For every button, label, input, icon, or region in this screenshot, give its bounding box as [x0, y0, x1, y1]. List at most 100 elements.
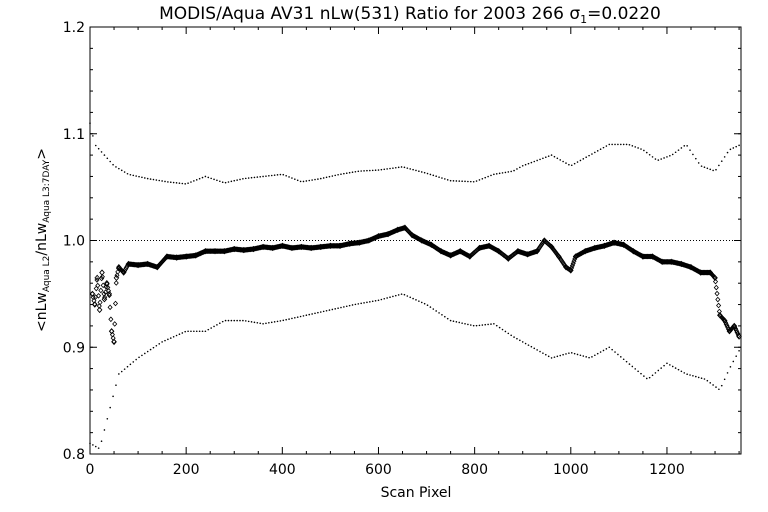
lower-dotted-dot — [250, 321, 253, 323]
lower-dotted-dot — [92, 444, 94, 446]
data-point — [202, 247, 209, 255]
data-point-diamond — [713, 284, 719, 291]
lower-dotted-dot — [247, 320, 250, 323]
upper-dotted-dot — [611, 143, 613, 146]
lower-dotted-dot — [599, 351, 602, 353]
upper-dotted-dot — [340, 173, 342, 175]
upper-dotted-dot — [291, 177, 293, 179]
upper-dotted-dot — [337, 173, 339, 176]
lower-dotted-dot — [651, 374, 654, 377]
lower-dotted-dot — [648, 376, 651, 379]
upper-dotted-dot — [299, 180, 302, 183]
lower-dotted-dot — [190, 330, 192, 333]
upper-dotted-dot — [302, 180, 305, 183]
upper-dotted-dot — [729, 148, 732, 151]
upper-dotted-dot — [216, 179, 218, 182]
lower-dotted-dot — [617, 353, 619, 356]
data-point — [476, 244, 483, 252]
lower-dotted-dot — [729, 366, 732, 368]
lower-dotted-dot — [645, 377, 648, 380]
lower-dotted-dot — [334, 308, 337, 310]
lower-dotted-dot — [397, 294, 400, 296]
lower-dotted-dot — [383, 297, 386, 300]
lower-dotted-dot — [351, 304, 354, 306]
upper-dotted-dot — [100, 151, 103, 153]
upper-dotted-dot — [588, 154, 590, 157]
upper-dotted-dot — [328, 175, 331, 178]
upper-dotted-dot — [224, 181, 227, 184]
data-point — [555, 253, 562, 260]
upper-dotted-dot — [371, 169, 374, 172]
lower-dotted-dot — [426, 304, 429, 306]
lower-dotted-dot — [657, 369, 660, 372]
lower-dotted-dot — [720, 384, 723, 387]
data-point — [192, 252, 199, 259]
upper-dotted-dot — [167, 181, 169, 183]
data-point — [183, 253, 189, 260]
upper-dotted-dot — [599, 148, 602, 151]
lower-dotted-dot — [579, 354, 582, 357]
upper-dotted-dot — [268, 175, 270, 177]
data-point — [94, 274, 101, 282]
data-point — [250, 245, 257, 253]
lower-dotted-dot — [167, 338, 169, 341]
upper-dotted-dot — [501, 172, 504, 174]
data-point — [515, 247, 521, 255]
upper-dotted-dot — [288, 176, 290, 178]
upper-dotted-dot — [507, 171, 510, 173]
data-point — [649, 253, 656, 260]
data-point — [731, 322, 738, 330]
lower-dotted-dot — [178, 333, 181, 336]
lower-dotted-dot — [536, 349, 538, 351]
lower-dotted-dot — [262, 322, 264, 325]
data-point — [486, 242, 492, 250]
lower-dotted-dot — [530, 345, 533, 348]
upper-dotted-dot — [686, 145, 688, 147]
lower-dotted-dot — [660, 367, 662, 369]
lower-dotted-dot — [89, 442, 91, 445]
upper-dotted-dot — [715, 168, 717, 171]
data-point-diamond — [103, 284, 109, 290]
upper-dotted-dot — [530, 161, 533, 164]
lower-dotted-dot — [288, 318, 290, 320]
lower-dotted-dot — [706, 379, 709, 382]
upper-dotted-dot — [403, 166, 406, 169]
lower-dotted-dot — [461, 322, 463, 324]
lower-dotted-dot — [394, 294, 397, 297]
upper-dotted-dot — [317, 178, 319, 180]
data-point-diamond — [569, 262, 575, 269]
data-point-diamond — [108, 316, 114, 323]
data-point — [308, 244, 314, 252]
lower-dotted-dot — [187, 330, 189, 333]
lower-dotted-dot — [611, 348, 613, 351]
upper-dotted-dot — [227, 181, 230, 183]
data-point — [327, 242, 334, 250]
upper-dotted-dot — [484, 176, 487, 179]
lower-dotted-dot — [582, 355, 585, 357]
upper-dotted-dot — [498, 172, 501, 175]
data-point — [630, 247, 637, 255]
upper-dotted-dot — [322, 177, 325, 179]
lower-dotted-dot — [513, 336, 515, 338]
lower-dotted-dot — [198, 330, 201, 333]
data-point — [317, 243, 324, 251]
upper-dotted-dot — [614, 143, 616, 146]
upper-dotted-dot — [331, 175, 334, 177]
data-point — [418, 237, 425, 244]
lower-dotted-dot — [97, 447, 100, 449]
lower-dotted-dot — [112, 395, 114, 398]
lower-dotted-dot — [285, 318, 287, 321]
upper-dotted-dot — [106, 157, 109, 160]
upper-dotted-dot — [161, 180, 163, 182]
data-point-diamond — [97, 299, 103, 306]
lower-dotted-dot — [146, 350, 149, 353]
upper-dotted-dot — [449, 179, 452, 182]
data-point — [712, 274, 718, 282]
data-point-diamond — [93, 285, 99, 292]
upper-dotted-dot — [366, 169, 368, 172]
lower-dotted-dot — [622, 358, 625, 361]
data-point-diamond — [102, 294, 108, 301]
lower-dotted-dot — [126, 365, 129, 368]
lower-dotted-dot — [152, 346, 155, 349]
data-point — [269, 244, 276, 252]
